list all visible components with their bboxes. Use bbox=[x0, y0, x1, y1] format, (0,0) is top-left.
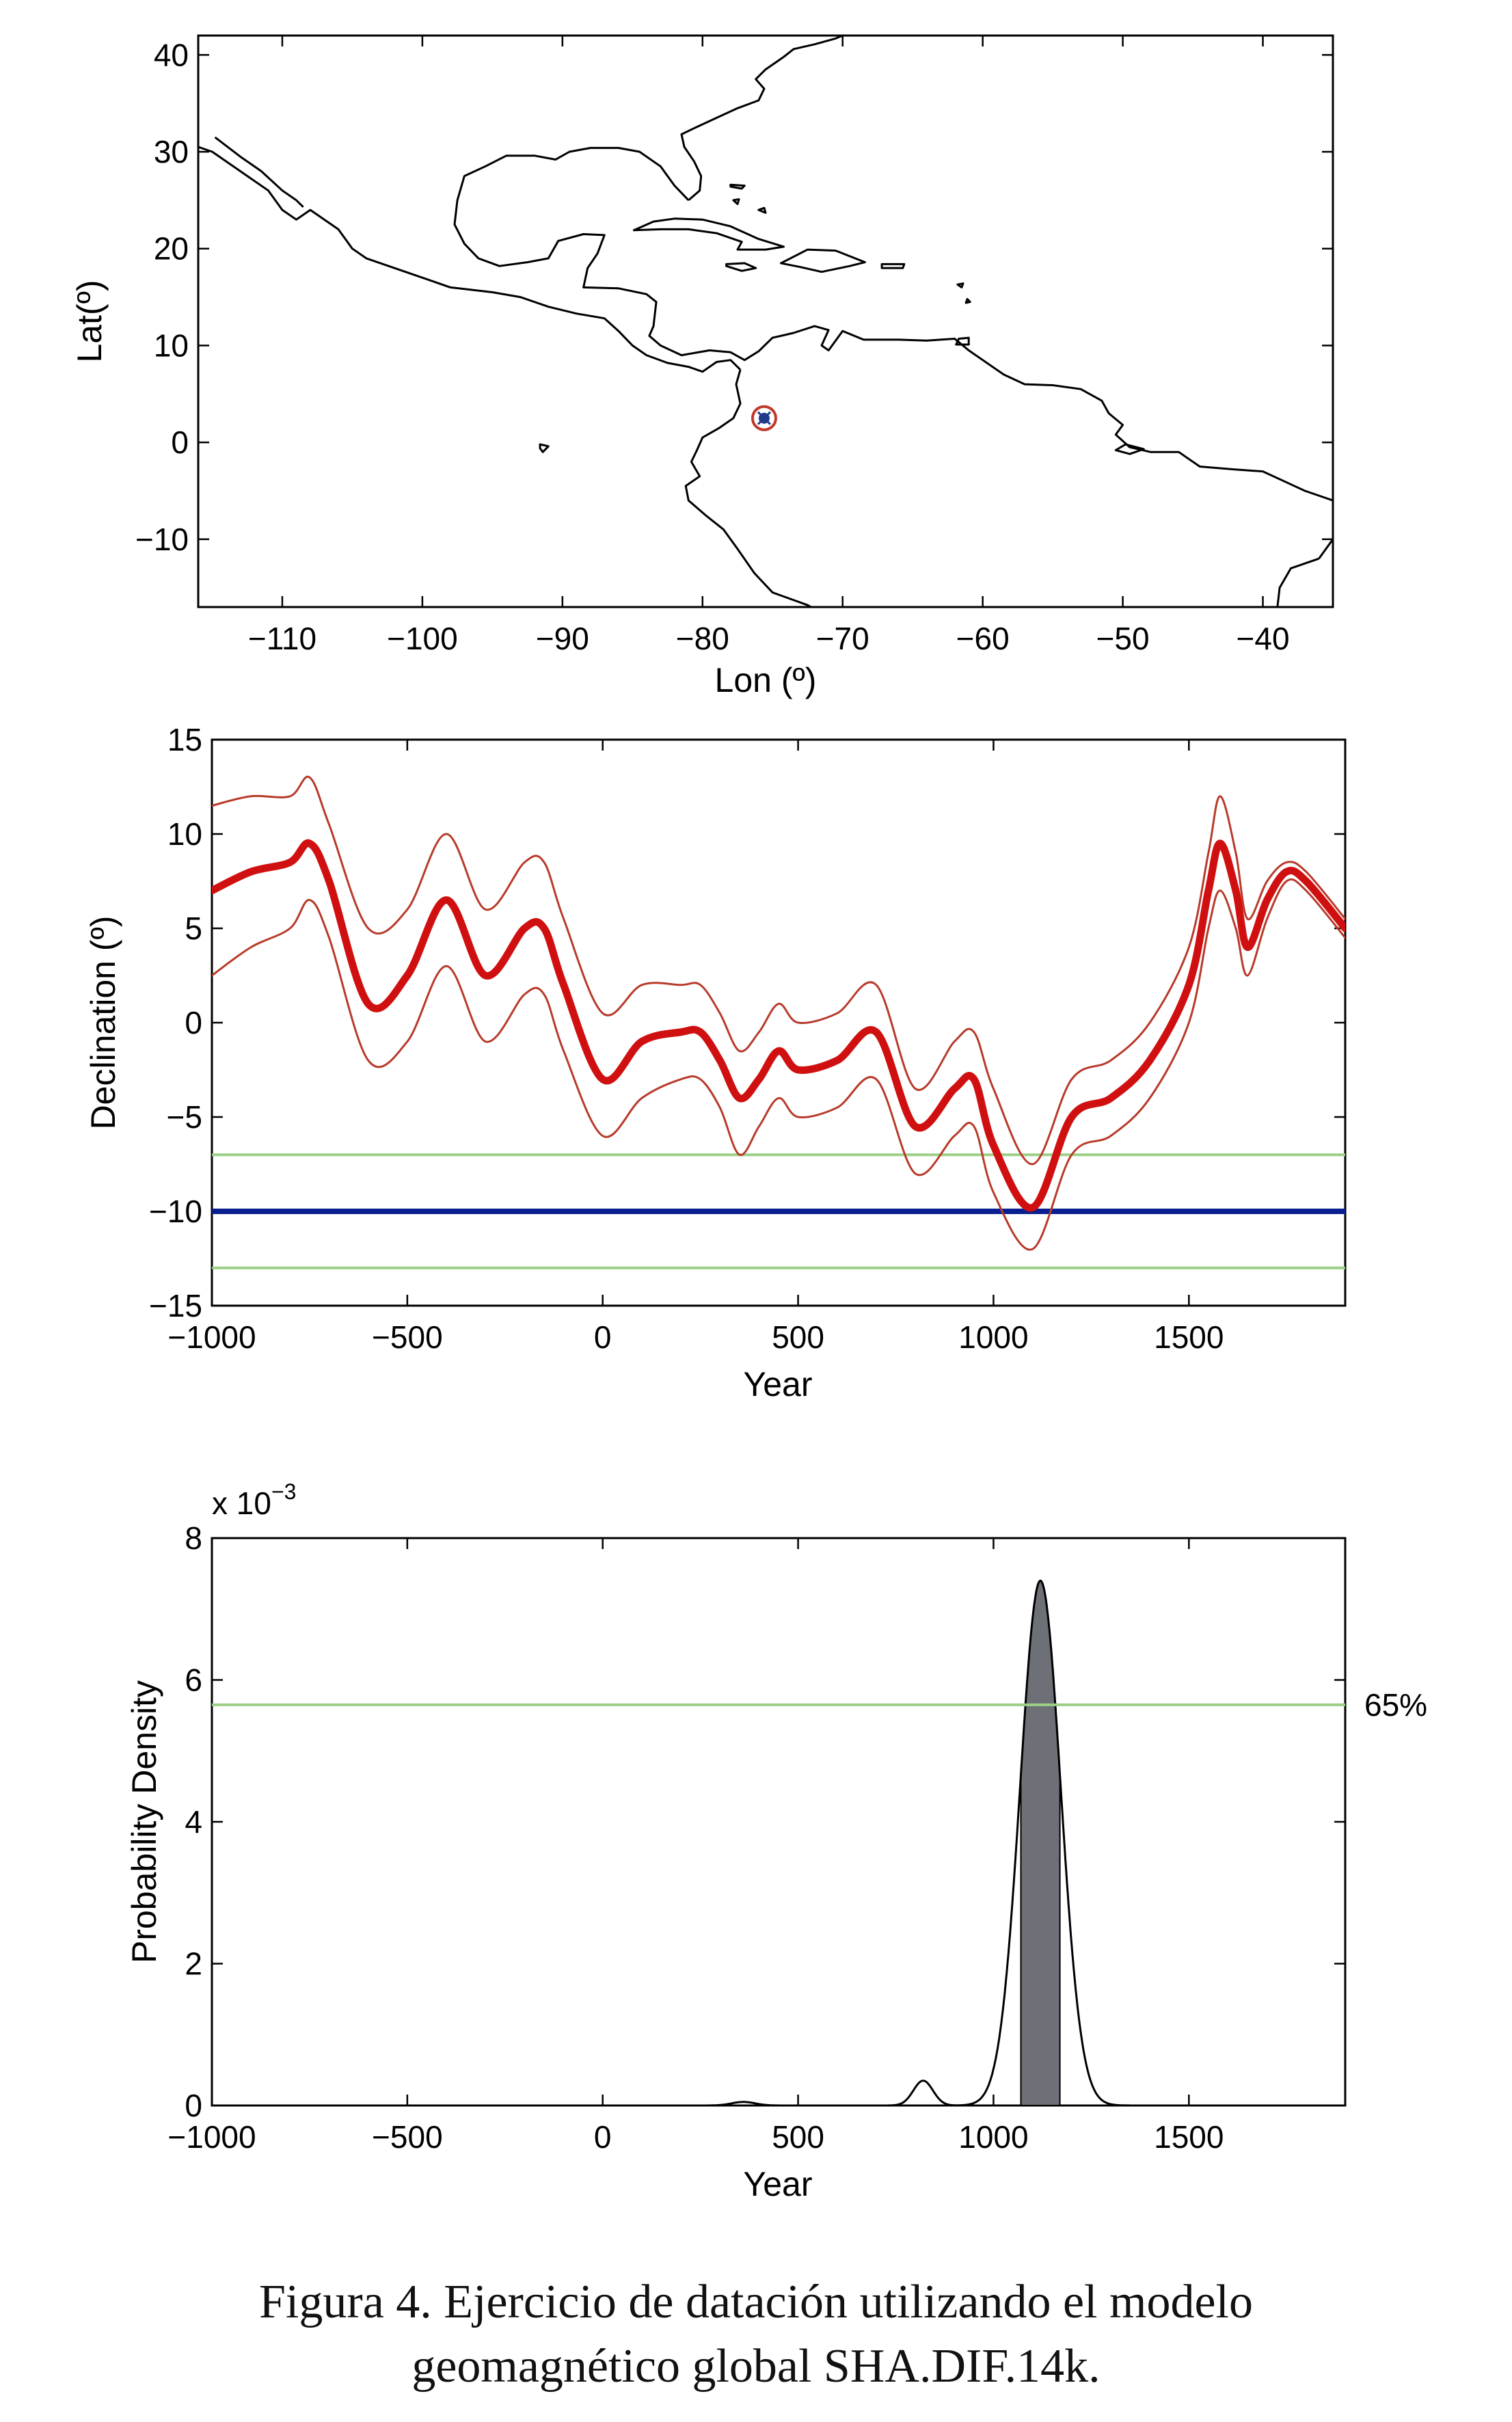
site-marker-ring bbox=[751, 405, 777, 431]
island-galapagos bbox=[539, 443, 550, 453]
prob-xlabel: Year bbox=[743, 2165, 812, 2203]
decl-ytick-label: 5 bbox=[185, 911, 202, 946]
site-marker-cross bbox=[757, 411, 772, 425]
coast-brazil bbox=[1276, 557, 1319, 607]
probability-threshold-label: 65% bbox=[1364, 1687, 1427, 1723]
island-antilles-1 bbox=[956, 282, 964, 288]
prob-xtick-label: 1500 bbox=[1154, 2119, 1224, 2155]
prob-plot-area bbox=[212, 1579, 1345, 2105]
map-xtick-label: −90 bbox=[536, 621, 589, 656]
declination-panel: −1000 −500 0 500 1000 1500 15 10 5 0 −5 −10 −15 Year D… bbox=[84, 722, 1347, 1403]
prob-xtick-label: 500 bbox=[772, 2119, 824, 2155]
map-xtick-label: −60 bbox=[956, 621, 1010, 656]
map-xtick-label: −70 bbox=[816, 621, 869, 656]
coast-gulf-california bbox=[214, 136, 304, 208]
prob-frame bbox=[211, 1537, 1347, 2107]
caption-line-2: geomagnético global SHA.DIF.14k. bbox=[411, 2340, 1101, 2393]
map-frame bbox=[197, 34, 1334, 608]
coast-us-east bbox=[680, 36, 845, 202]
decl-xtick-label: −1000 bbox=[167, 1319, 256, 1355]
declination-mean-line bbox=[212, 839, 1345, 1212]
declination-lower-line bbox=[212, 878, 1345, 1251]
map-ytick-label: 10 bbox=[154, 327, 189, 363]
island-puerto-rico bbox=[880, 263, 906, 269]
prob-ytick-label: 0 bbox=[185, 2088, 202, 2123]
prob-ytick-label: 2 bbox=[185, 1946, 202, 1982]
map-panel: −110 −100 −90 −80 −70 −60 −50 −40 40 30 20 10 0 −10 Lo… bbox=[70, 34, 1334, 699]
island-bahamas-3 bbox=[757, 206, 767, 214]
probability-panel: −1000 −500 0 500 1000 1500 8 6 4 2 0 Year Probabilit… bbox=[125, 1479, 1427, 2203]
island-antilles-2 bbox=[964, 297, 971, 304]
island-cuba bbox=[632, 217, 785, 251]
declination-upper-line bbox=[212, 775, 1345, 1166]
island-hispaniola bbox=[780, 248, 866, 273]
decl-ytick-label: −10 bbox=[149, 1194, 202, 1229]
decl-ytick-label: 10 bbox=[167, 816, 202, 852]
map-xtick-label: −80 bbox=[676, 621, 729, 656]
prob-xtick-label: 0 bbox=[594, 2119, 612, 2155]
prob-xtick-label: −500 bbox=[372, 2119, 443, 2155]
decl-ylabel: Declination (º) bbox=[84, 916, 122, 1130]
island-marajo bbox=[1114, 443, 1145, 455]
caption-line-1: Figura 4. Ejercicio de datación utilizan… bbox=[259, 2276, 1253, 2328]
prob-xtick-label: −1000 bbox=[167, 2119, 256, 2155]
island-trinidad bbox=[955, 336, 970, 346]
map-xlabel: Lon (º) bbox=[715, 661, 817, 699]
map-ytick-label: 0 bbox=[171, 425, 189, 460]
island-bahamas-1 bbox=[729, 183, 746, 190]
decl-ytick-label: −5 bbox=[167, 1099, 202, 1135]
probability-shaded-interval bbox=[1020, 1580, 1061, 2105]
map-ylabel: Lat(º) bbox=[70, 280, 109, 362]
decl-xtick-label: 0 bbox=[594, 1319, 612, 1355]
island-jamaica bbox=[725, 262, 757, 272]
prob-ylabel: Probability Density bbox=[125, 1680, 163, 1963]
coast-caribbean-south-america bbox=[453, 146, 1333, 560]
prob-ytick-label: 4 bbox=[185, 1804, 202, 1840]
prob-ytick-label: 6 bbox=[185, 1663, 202, 1698]
decl-ytick-label: −15 bbox=[149, 1288, 202, 1323]
map-xtick-label: −50 bbox=[1096, 621, 1150, 656]
decl-xtick-label: −500 bbox=[372, 1319, 443, 1355]
map-ytick-label: 30 bbox=[154, 134, 189, 170]
decl-xtick-label: 500 bbox=[772, 1319, 824, 1355]
decl-xtick-label: 1000 bbox=[958, 1319, 1028, 1355]
map-ytick-label: −10 bbox=[135, 522, 189, 557]
map-xtick-label: −40 bbox=[1237, 621, 1290, 656]
island-bahamas-2 bbox=[732, 198, 740, 205]
prob-multiplier: x 10−3 bbox=[212, 1479, 296, 1521]
decl-xlabel: Year bbox=[743, 1365, 812, 1403]
map-ytick-label: 20 bbox=[154, 231, 189, 267]
map-ytick-label: 40 bbox=[154, 37, 189, 72]
map-xtick-label: −110 bbox=[248, 621, 316, 656]
coast-pacific-south bbox=[684, 369, 813, 607]
decl-ytick-label: 0 bbox=[185, 1005, 202, 1040]
probability-density-curve bbox=[212, 1579, 1345, 2105]
prob-xtick-label: 1000 bbox=[958, 2119, 1028, 2155]
decl-xtick-label: 1500 bbox=[1154, 1319, 1224, 1355]
decl-plot-area bbox=[212, 775, 1345, 1269]
coastlines bbox=[198, 36, 1333, 607]
map-xtick-label: −100 bbox=[387, 621, 458, 656]
prob-ytick-label: 8 bbox=[185, 1520, 202, 1556]
decl-ytick-label: 15 bbox=[167, 722, 202, 757]
coast-pacific-north bbox=[198, 146, 742, 373]
